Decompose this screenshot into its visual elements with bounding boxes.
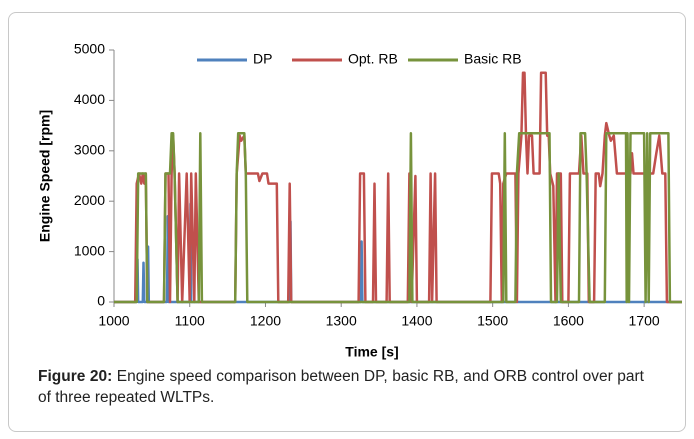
line-series <box>114 71 682 304</box>
figure-label: Figure 20: <box>38 368 113 385</box>
caption-text: Engine speed comparison between DP, basi… <box>38 368 644 406</box>
line-series <box>114 131 682 304</box>
x-tick-label: 1600 <box>553 313 584 329</box>
x-tick-label: 1700 <box>629 313 660 329</box>
figure-frame <box>8 12 686 432</box>
x-tick-label: 1500 <box>477 313 508 329</box>
y-tick-label: 2000 <box>74 192 105 208</box>
y-axis-title: Engine Speed [rpm] <box>37 110 53 242</box>
y-tick-label: 1000 <box>74 242 105 258</box>
y-tick-label: 5000 <box>74 41 105 57</box>
caption: Figure 20: Engine speed comparison betwe… <box>38 366 644 408</box>
legend-label: Basic RB <box>464 51 522 67</box>
y-tick-label: 3000 <box>74 142 105 158</box>
y-tick-label: 4000 <box>74 91 105 107</box>
x-tick-label: 1200 <box>250 313 281 329</box>
chart: Time [s] Engine Speed [rpm] 0 1000 2000 300… <box>37 41 682 360</box>
x-tick-label: 1100 <box>175 313 205 329</box>
x-tick-label: 1300 <box>326 313 357 329</box>
x-axis-title: Time [s] <box>345 344 398 360</box>
legend-label: DP <box>253 51 272 67</box>
y-tick-label: 0 <box>97 293 105 309</box>
x-tick-label: 1400 <box>401 313 432 329</box>
x-tick-label: 1000 <box>98 313 129 329</box>
legend-label: Opt. RB <box>348 51 398 67</box>
